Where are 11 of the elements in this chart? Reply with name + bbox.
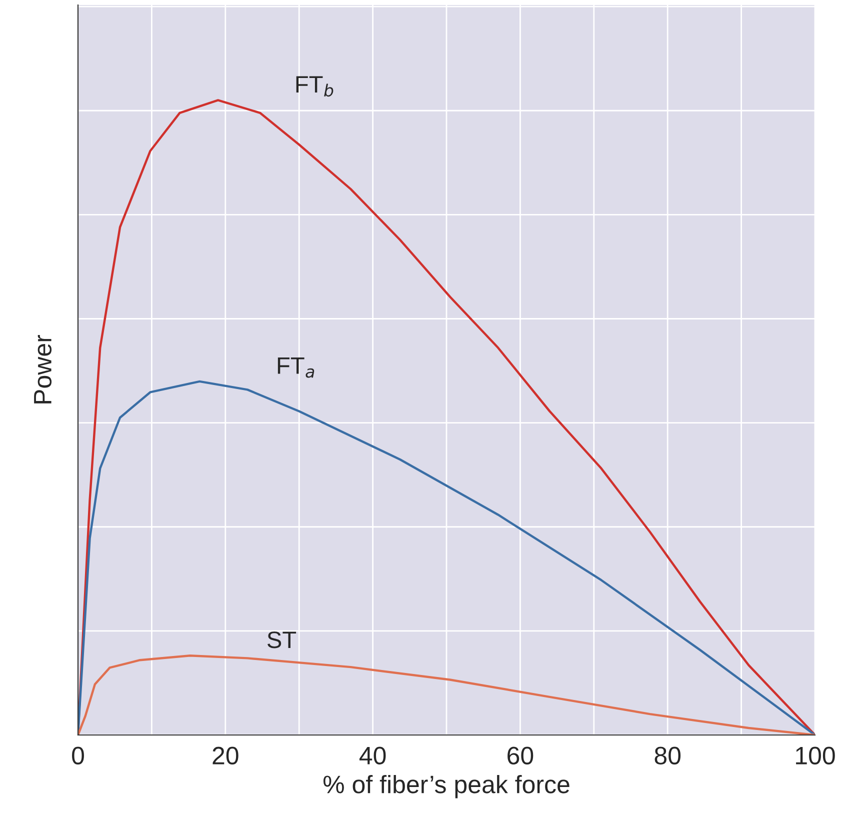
- x-tick-label: 40: [359, 746, 386, 764]
- y-axis-title: Power: [34, 334, 52, 404]
- series-label: FT$_{a}$: [278, 357, 314, 378]
- series-label: ST: [267, 631, 296, 648]
- x-tick-label: 80: [654, 746, 681, 764]
- x-axis-title: % of fiber’s peak force: [323, 774, 570, 798]
- x-tick-label: 20: [212, 746, 238, 764]
- x-tick-label: 100: [796, 746, 835, 764]
- x-tick-label: 60: [508, 746, 534, 764]
- series-label: FT$_{b}$: [296, 76, 334, 97]
- x-tick-label: 0: [72, 746, 84, 764]
